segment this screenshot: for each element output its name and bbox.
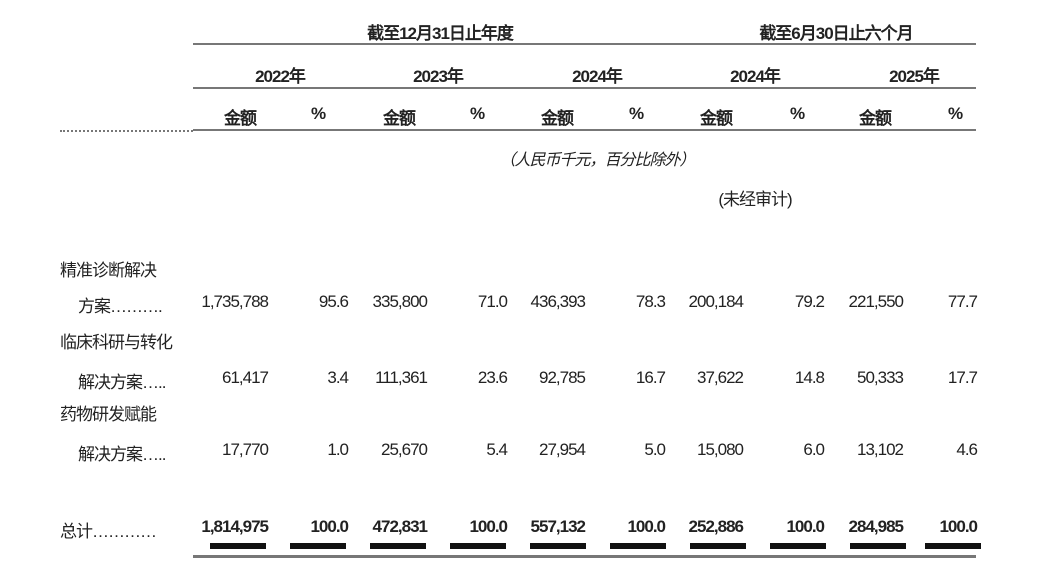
total-underline-bar (210, 543, 266, 549)
row-label: 药物研发赋能 (60, 405, 157, 424)
total-amount-cell: 252,886 (688, 517, 744, 536)
total-amount-cell: 284,985 (848, 517, 904, 536)
total-amount-cell: 557,132 (530, 517, 586, 536)
total-underline-bar (770, 543, 826, 549)
header-year-end: 截至12月31日止年度 (367, 24, 514, 43)
row-label-cont: 解决方案….. (78, 445, 166, 464)
divider (193, 43, 976, 45)
row-label-cont: 方案………. (78, 297, 163, 316)
pct-header: % (469, 104, 485, 123)
pct-header: % (789, 104, 805, 123)
total-pct-cell: 100.0 (786, 517, 825, 536)
amount-cell: 27,954 (539, 440, 586, 459)
pct-cell: 95.6 (318, 292, 349, 311)
pct-cell: 5.0 (644, 440, 666, 459)
amount-cell: 13,102 (857, 440, 904, 459)
amount-header: 金额 (859, 109, 892, 128)
amount-cell: 436,393 (530, 292, 586, 311)
total-amount-cell: 472,831 (372, 517, 428, 536)
pct-cell: 4.6 (956, 440, 978, 459)
total-underline-bar (450, 543, 506, 549)
total-underline-bar (610, 543, 666, 549)
pct-cell: 71.0 (477, 292, 508, 311)
dotted-divider (60, 130, 193, 132)
pct-cell: 78.3 (635, 292, 666, 311)
row-label-cont: 解决方案….. (78, 373, 166, 392)
year-header: 2024年 (730, 67, 781, 86)
amount-cell: 37,622 (697, 368, 744, 387)
total-pct-cell: 100.0 (469, 517, 508, 536)
total-underline-bar (850, 543, 906, 549)
total-pct-cell: 100.0 (627, 517, 666, 536)
total-underline-bar (690, 543, 746, 549)
amount-cell: 17,770 (222, 440, 269, 459)
total-underline-bar (370, 543, 426, 549)
amount-cell: 50,333 (857, 368, 904, 387)
amount-cell: 25,670 (381, 440, 428, 459)
divider (193, 87, 976, 89)
header-six-months: 截至6月30日止六个月 (759, 24, 913, 43)
row-label: 临床科研与转化 (60, 333, 173, 352)
amount-header: 金额 (224, 109, 257, 128)
year-header: 2023年 (413, 67, 464, 86)
year-header: 2024年 (572, 67, 623, 86)
divider (193, 129, 976, 131)
total-underline-bar (925, 543, 981, 549)
total-label: 总计………… (60, 522, 157, 541)
amount-cell: 111,361 (375, 368, 428, 387)
unit-note: （人民币千元，百分比除外） (499, 152, 695, 169)
pct-header: % (628, 104, 644, 123)
pct-header: % (947, 104, 963, 123)
pct-header: % (310, 104, 326, 123)
amount-header: 金额 (541, 109, 574, 128)
double-underline (193, 555, 976, 558)
pct-cell: 23.6 (477, 368, 508, 387)
pct-cell: 17.7 (947, 368, 978, 387)
year-header: 2025年 (889, 67, 940, 86)
year-header: 2022年 (255, 67, 306, 86)
amount-cell: 335,800 (372, 292, 428, 311)
total-amount-cell: 1,814,975 (201, 517, 269, 536)
total-pct-cell: 100.0 (310, 517, 349, 536)
amount-cell: 15,080 (697, 440, 744, 459)
unaudited-note: (未经审计) (718, 190, 792, 209)
amount-header: 金额 (383, 109, 416, 128)
pct-cell: 77.7 (947, 292, 978, 311)
pct-cell: 79.2 (794, 292, 825, 311)
amount-header: 金额 (700, 109, 733, 128)
total-underline-bar (530, 543, 586, 549)
pct-cell: 14.8 (794, 368, 825, 387)
amount-cell: 221,550 (848, 292, 904, 311)
pct-cell: 5.4 (486, 440, 508, 459)
pct-cell: 6.0 (803, 440, 825, 459)
amount-cell: 92,785 (539, 368, 586, 387)
amount-cell: 1,735,788 (201, 292, 269, 311)
amount-cell: 200,184 (688, 292, 744, 311)
pct-cell: 3.4 (327, 368, 349, 387)
total-pct-cell: 100.0 (939, 517, 978, 536)
pct-cell: 1.0 (327, 440, 349, 459)
total-underline-bar (290, 543, 346, 549)
pct-cell: 16.7 (635, 368, 666, 387)
row-label: 精准诊断解决 (60, 261, 157, 280)
amount-cell: 61,417 (222, 368, 269, 387)
